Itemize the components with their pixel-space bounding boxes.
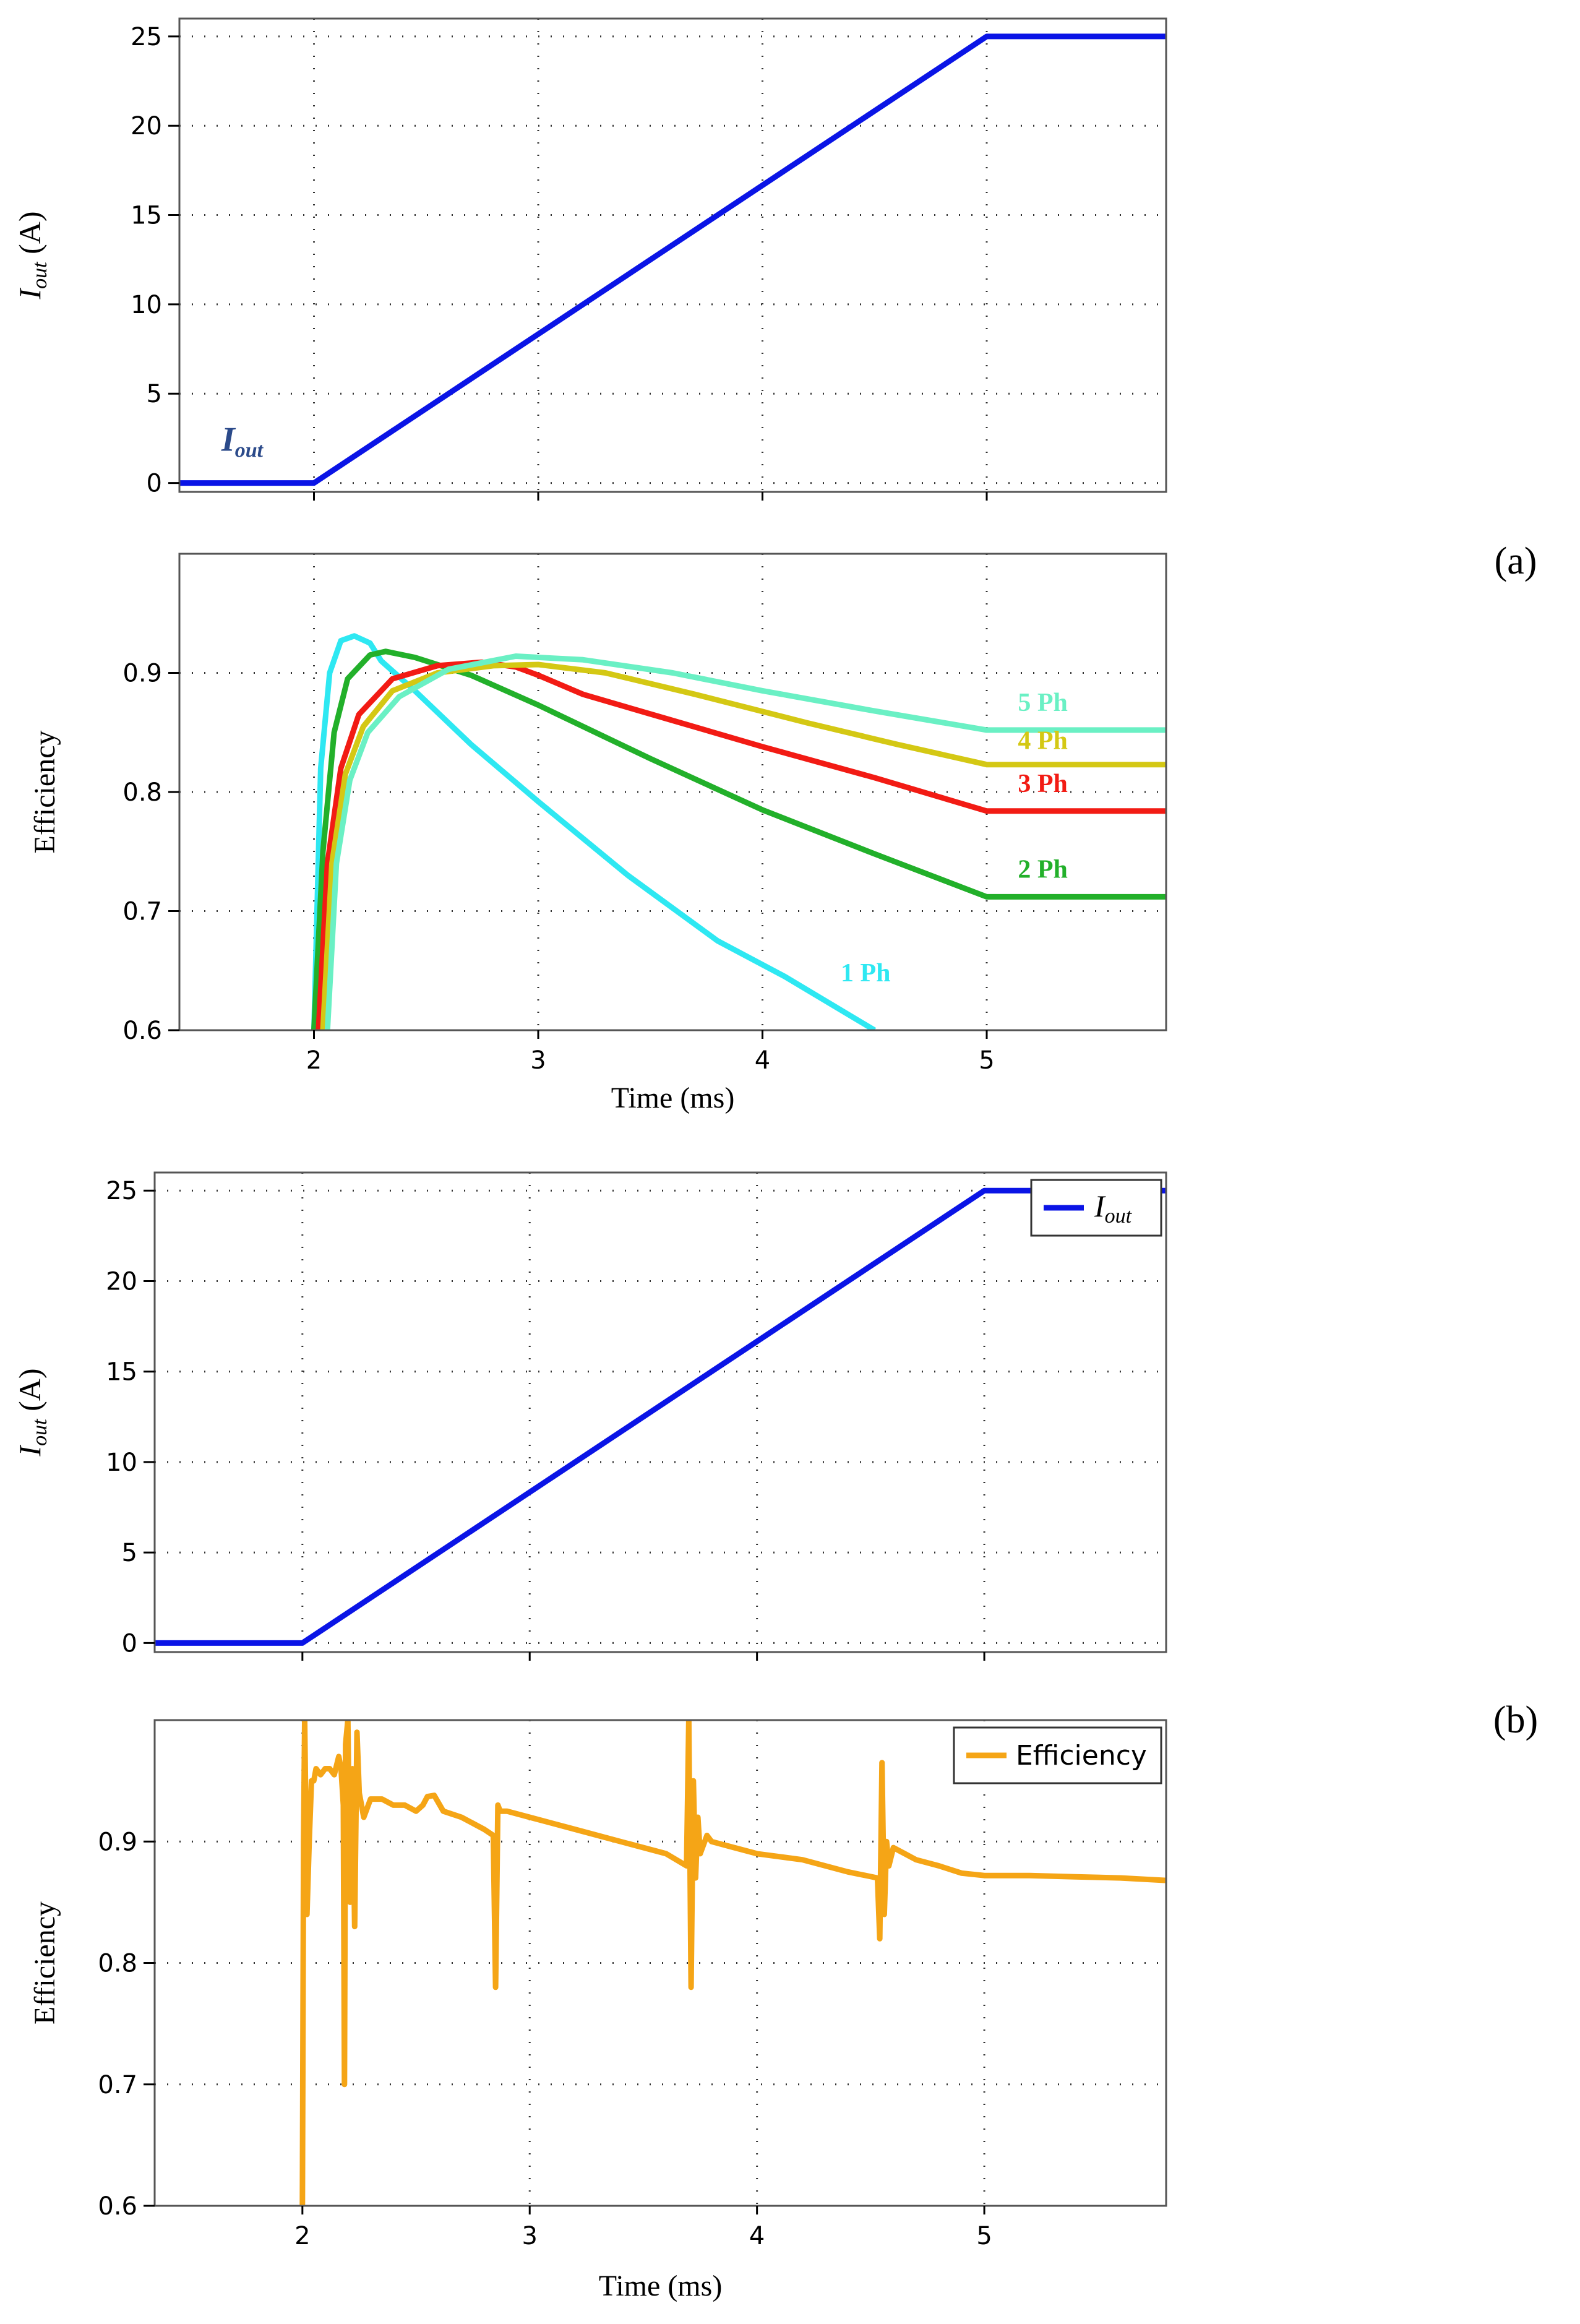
y-tick-label: 25 — [131, 23, 162, 51]
y-tick-label: 0 — [122, 1629, 137, 1658]
y-axis-label-main: I — [12, 288, 47, 300]
legend: Efficiency — [953, 1726, 1162, 1784]
y-tick-label: 20 — [106, 1267, 137, 1296]
x-tick-label: 2 — [294, 2222, 310, 2250]
plot-frame — [153, 1171, 1167, 1653]
y-tick-label: 15 — [106, 1358, 137, 1387]
y-tick-label: 25 — [106, 1177, 137, 1205]
y-axis-label: Efficiency — [28, 1901, 61, 2025]
annotation-3-ph: 3 Ph — [1018, 770, 1068, 798]
legend-label: Iout — [1094, 1189, 1133, 1228]
y-axis-label: Efficiency — [28, 730, 61, 853]
x-tick-label: 5 — [976, 2222, 992, 2250]
y-tick-label: 15 — [131, 202, 162, 230]
series-line-iout — [179, 33, 1166, 486]
series-line-iout — [155, 1187, 1166, 1646]
y-axis-label-unit: (A) — [12, 211, 47, 262]
y-tick-label: 10 — [131, 291, 162, 319]
y-axis-label: Iout (A) — [12, 1368, 51, 1457]
y-axis-label-sub: out — [28, 261, 51, 289]
legend-label: Efficiency — [1016, 1740, 1147, 1771]
y-tick-label: 0.9 — [122, 660, 162, 688]
x-tick-label: 5 — [979, 1046, 994, 1075]
legend-label-sub: out — [1105, 1205, 1133, 1228]
panel-label-a: (a) — [1495, 540, 1537, 582]
annotation-2-ph: 2 Ph — [1018, 856, 1068, 884]
x-tick-label: 4 — [749, 2222, 765, 2250]
legend-label-main: I — [1094, 1189, 1106, 1223]
y-tick-label: 20 — [131, 112, 162, 140]
y-axis-label-unit: (A) — [12, 1368, 47, 1419]
y-tick-label: 0.9 — [98, 1828, 137, 1856]
x-axis-label: Time (ms) — [611, 1082, 735, 1114]
y-axis-label: Iout (A) — [12, 211, 51, 299]
annotation-main: I — [221, 421, 236, 459]
y-tick-label: 0.8 — [122, 778, 162, 807]
y-tick-label: 0.7 — [122, 898, 162, 926]
x-tick-label: 4 — [755, 1046, 770, 1075]
series-line-4-ph — [320, 661, 1166, 1030]
x-axis-label: Time (ms) — [599, 2270, 723, 2302]
annotation-1-ph: 1 Ph — [841, 959, 891, 988]
y-tick-label: 10 — [106, 1448, 137, 1477]
y-tick-label: 0.7 — [98, 2071, 137, 2099]
y-tick-label: 0.8 — [98, 1950, 137, 1978]
series-line-5-ph — [324, 653, 1166, 1030]
y-axis-label-sub: out — [28, 1418, 51, 1446]
x-tick-label: 3 — [530, 1046, 546, 1075]
annotation-5-ph: 5 Ph — [1018, 689, 1068, 717]
y-tick-label: 0 — [147, 470, 162, 498]
legend: Iout — [1030, 1179, 1162, 1237]
annotation-iout: Iout — [221, 421, 264, 462]
x-tick-label: 2 — [306, 1046, 322, 1075]
plot-frame — [178, 17, 1167, 493]
y-axis-label-main: I — [12, 1445, 47, 1457]
series-line-efficiency — [299, 1720, 1166, 2206]
panel-label-b: (b) — [1493, 1699, 1538, 1741]
chart-b_bottom: 0.6 0.7 0.8 0.9 2 3 4 5 Efficiency Time (ms) Effic… — [28, 1719, 1167, 2302]
y-tick-label: 5 — [122, 1539, 137, 1567]
chart-a_bottom: 0.6 0.7 0.8 0.9 2 3 4 5 Efficiency Time (ms) 5 Ph 4… — [28, 553, 1167, 1114]
x-tick-label: 3 — [522, 2222, 538, 2250]
y-tick-label: 0.6 — [122, 1017, 162, 1045]
annotation-4-ph: 4 Ph — [1018, 727, 1068, 755]
y-tick-label: 0.6 — [98, 2192, 137, 2221]
y-tick-label: 5 — [147, 380, 162, 408]
annotation-sub: out — [235, 439, 264, 462]
